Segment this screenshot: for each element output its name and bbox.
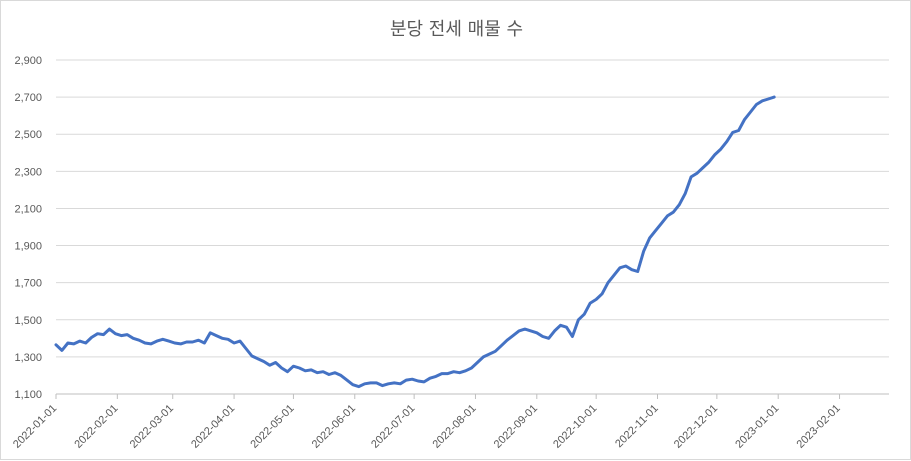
- y-tick-label: 1,900: [14, 241, 42, 253]
- y-tick-label: 1,300: [14, 352, 42, 364]
- y-tick-label: 1,700: [14, 278, 42, 290]
- y-tick-label: 2,900: [14, 55, 42, 67]
- y-tick-label: 2,100: [14, 203, 42, 215]
- x-tick-label: 2022-01-01: [11, 402, 59, 450]
- x-tick-label: 2022-07-01: [369, 402, 417, 450]
- x-tick-label: 2022-04-01: [189, 402, 237, 450]
- y-tick-label: 2,300: [14, 166, 42, 178]
- y-tick-label: 1,500: [14, 315, 42, 327]
- x-tick-label: 2023-02-01: [795, 402, 843, 450]
- x-tick-label: 2022-11-01: [613, 402, 661, 450]
- x-tick-label: 2022-10-01: [551, 402, 599, 450]
- x-tick-label: 2022-02-01: [72, 402, 120, 450]
- x-tick-label: 2022-12-01: [672, 402, 720, 450]
- x-tick-label: 2022-06-01: [310, 402, 358, 450]
- y-tick-label: 2,700: [14, 92, 42, 104]
- x-tick-label: 2023-01-01: [733, 402, 781, 450]
- x-tick-label: 2022-08-01: [430, 402, 478, 450]
- y-tick-label: 1,100: [14, 389, 42, 401]
- chart-title: 분당 전세 매물 수: [389, 19, 524, 40]
- series-line: [54, 95, 776, 389]
- x-tick-label: 2022-09-01: [492, 402, 540, 450]
- x-tick-label: 2022-05-01: [248, 402, 296, 450]
- y-tick-label: 2,500: [14, 129, 42, 141]
- x-tick-label: 2022-03-01: [128, 402, 176, 450]
